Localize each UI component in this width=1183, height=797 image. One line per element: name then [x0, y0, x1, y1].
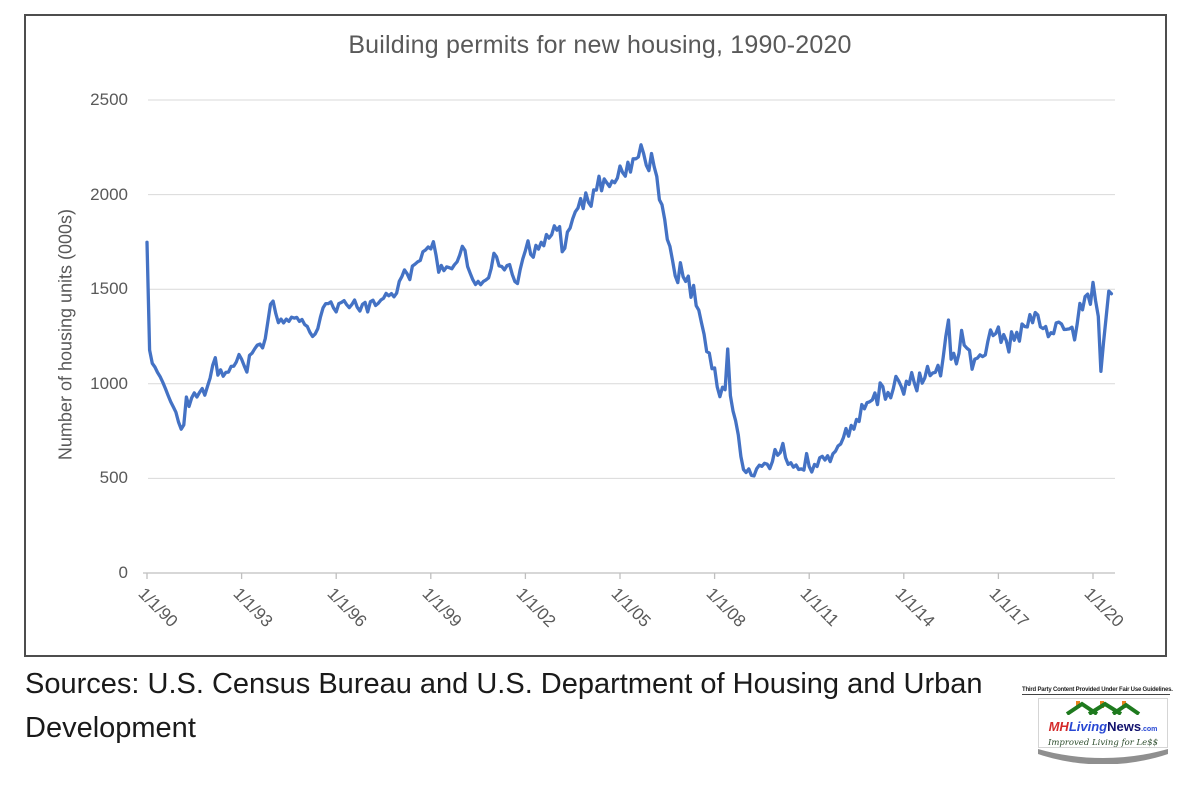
logo-mh: MH — [1048, 719, 1069, 734]
logo-wordmark: MHLivingNews.com — [1039, 720, 1167, 736]
y-axis-tick-label: 2000 — [90, 184, 128, 204]
logo-tagline: Improved Living for Le$$ — [1047, 738, 1159, 748]
y-axis-tick-label: 1500 — [90, 279, 128, 299]
logo-swoosh — [1038, 749, 1168, 764]
logo-living: Living — [1068, 719, 1108, 734]
sources-line-1: Sources: U.S. Census Bureau and U.S. Dep… — [25, 668, 983, 700]
chart-title: Building permits for new housing, 1990-2… — [348, 31, 852, 59]
fair-use-disclaimer: Third Party Content Provided Under Fair … — [1022, 687, 1173, 695]
chart-frame — [24, 14, 1167, 657]
logo-roofline-icon — [1065, 701, 1141, 716]
sources-text: Sources: U.S. Census Bureau and U.S. Dep… — [25, 662, 1025, 750]
sources-line-2: Development — [25, 712, 196, 744]
y-axis-tick-label: 1000 — [90, 373, 128, 393]
logo-box: MHLivingNews.com Improved Living for Le$… — [1038, 698, 1168, 748]
logo-com: .com — [1141, 726, 1158, 733]
logo-news: News — [1107, 719, 1142, 734]
y-axis-tick-label: 2500 — [90, 90, 128, 109]
y-axis-tick-label: 0 — [118, 563, 128, 582]
y-axis-tick-label: 500 — [99, 468, 128, 488]
mhlivingnews-logo: Third Party Content Provided Under Fair … — [1022, 687, 1173, 764]
